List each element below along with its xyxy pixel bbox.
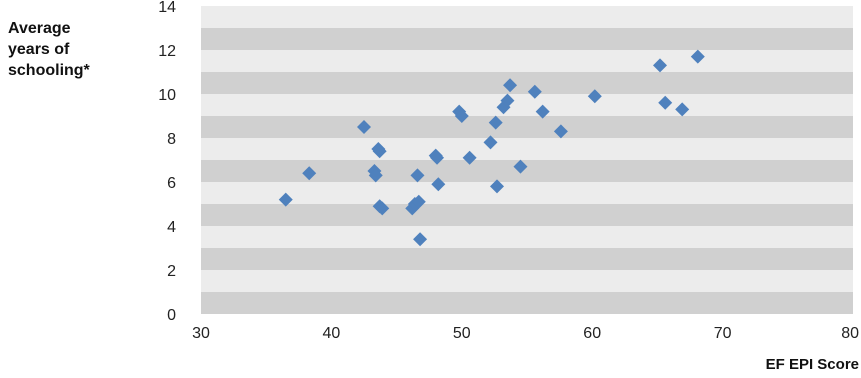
grid-band: [201, 72, 853, 94]
x-tick-labels: 30 40 50 60 70 80: [192, 325, 859, 342]
data-point: [535, 104, 550, 119]
grid-band: [201, 160, 853, 182]
y-tick-label: 14: [158, 0, 176, 16]
y-tick-labels: 0 2 4 6 8 10 12 14: [158, 0, 176, 324]
x-tick-label: 40: [323, 325, 341, 342]
gridline-bands: [201, 6, 853, 314]
data-point: [553, 124, 568, 139]
y-axis-label: Average years of schooling*: [8, 18, 138, 81]
data-point: [410, 168, 425, 183]
data-point: [503, 78, 518, 93]
data-point: [357, 120, 371, 134]
grid-band: [201, 204, 853, 226]
data-point: [411, 194, 426, 209]
x-tick-label: 70: [714, 325, 732, 342]
y-tick-label: 2: [167, 263, 176, 280]
data-point: [372, 144, 387, 159]
y-tick-label: 0: [167, 307, 176, 324]
y-tick-label: 8: [167, 131, 176, 148]
grid-band: [201, 292, 853, 314]
data-point: [454, 109, 469, 123]
data-point: [413, 232, 428, 247]
data-point: [690, 49, 705, 64]
data-point: [368, 168, 383, 183]
grid-band: [201, 94, 853, 116]
data-points: [278, 49, 705, 247]
grid-band: [201, 182, 853, 204]
x-tick-label: 30: [192, 325, 210, 342]
x-tick-label: 50: [453, 325, 471, 342]
grid-band: [201, 28, 853, 50]
grid-band: [201, 116, 853, 138]
data-point: [375, 201, 390, 216]
data-point: [462, 150, 477, 165]
grid-band: [201, 6, 853, 28]
data-point: [488, 115, 503, 130]
y-tick-label: 4: [167, 219, 176, 236]
data-point: [278, 192, 293, 207]
grid-band: [201, 138, 853, 160]
data-point: [483, 135, 498, 150]
grid-band: [201, 50, 853, 72]
x-tick-label: 60: [583, 325, 601, 342]
grid-band: [201, 270, 853, 292]
y-tick-label: 12: [158, 43, 176, 60]
data-point: [302, 166, 317, 181]
data-point: [513, 159, 528, 174]
x-tick-label: 80: [841, 325, 859, 342]
grid-band: [201, 248, 853, 270]
data-point: [431, 177, 446, 192]
data-point: [658, 95, 673, 110]
grid-band: [201, 226, 853, 248]
y-axis-label-line-2: years of: [8, 41, 70, 58]
y-tick-label: 6: [167, 175, 176, 192]
data-point: [430, 150, 445, 165]
data-point: [490, 179, 505, 194]
y-axis-label-line-3: schooling*: [8, 62, 90, 79]
data-point: [587, 89, 602, 104]
data-point: [527, 84, 542, 99]
x-axis-label: EF EPI Score: [765, 356, 859, 373]
y-axis-label-line-1: Average: [8, 20, 71, 37]
y-tick-label: 10: [158, 87, 176, 104]
data-point: [675, 102, 690, 117]
data-point: [500, 93, 515, 108]
data-point: [653, 58, 668, 73]
